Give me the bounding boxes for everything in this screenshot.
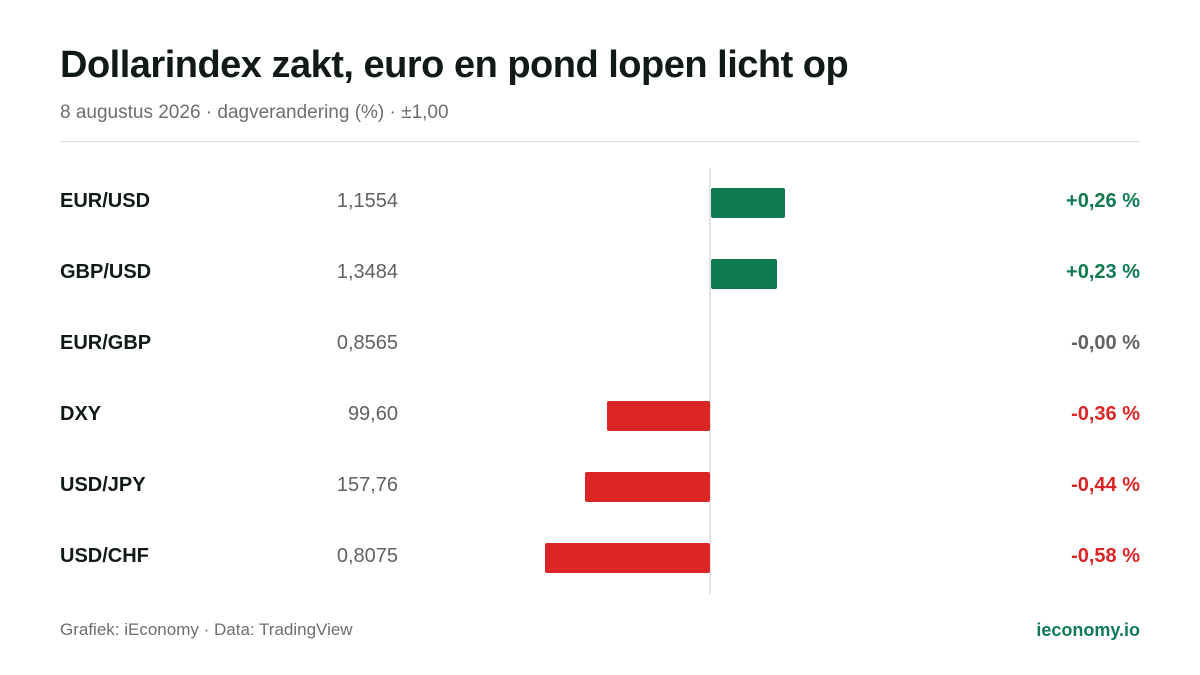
category-label: EUR/USD (60, 190, 151, 212)
zero-axis-line (709, 168, 711, 594)
change-label: -0,00 % (1071, 332, 1140, 354)
chart-row: USD/JPY 157,76 -0,44 % (60, 452, 1140, 523)
chart-row: EUR/USD 1,1554 +0,26 % (60, 168, 1140, 239)
rate-value: 99,60 (347, 403, 398, 425)
category-label: DXY (60, 403, 102, 425)
chart-row: USD/CHF 0,8075 -0,58 % (60, 523, 1140, 594)
category-label: USD/JPY (60, 474, 146, 496)
brand-link[interactable]: ieconomy.io (1036, 620, 1140, 640)
chart-subtitle: 8 augustus 2026 · dagverandering (%) · ±… (60, 102, 449, 123)
rate-value: 0,8565 (336, 332, 398, 354)
chart-title: Dollarindex zakt, euro en pond lopen lic… (60, 44, 849, 86)
change-bar (544, 543, 710, 573)
chart-row: GBP/USD 1,3484 +0,23 % (60, 239, 1140, 310)
category-label: USD/CHF (60, 545, 149, 567)
chart-row: EUR/GBP 0,8565 -0,00 % (60, 310, 1140, 381)
change-bar (711, 259, 777, 289)
change-bar (607, 401, 710, 431)
rate-value: 1,1554 (336, 190, 398, 212)
rate-value: 157,76 (336, 474, 398, 496)
change-label: +0,23 % (1066, 261, 1140, 283)
header-divider (60, 141, 1140, 142)
category-label: GBP/USD (60, 261, 152, 283)
change-bar (711, 188, 786, 218)
source-credit: Grafiek: iEconomy · Data: TradingView (60, 620, 353, 639)
change-label: -0,58 % (1071, 545, 1140, 567)
change-label: -0,44 % (1071, 474, 1140, 496)
change-label: +0,26 % (1066, 190, 1140, 212)
chart-row: DXY 99,60 -0,36 % (60, 381, 1140, 452)
rate-value: 1,3484 (336, 261, 398, 283)
change-bar (584, 472, 710, 502)
category-label: EUR/GBP (60, 332, 152, 354)
change-label: -0,36 % (1071, 403, 1140, 425)
rate-value: 0,8075 (336, 545, 398, 567)
